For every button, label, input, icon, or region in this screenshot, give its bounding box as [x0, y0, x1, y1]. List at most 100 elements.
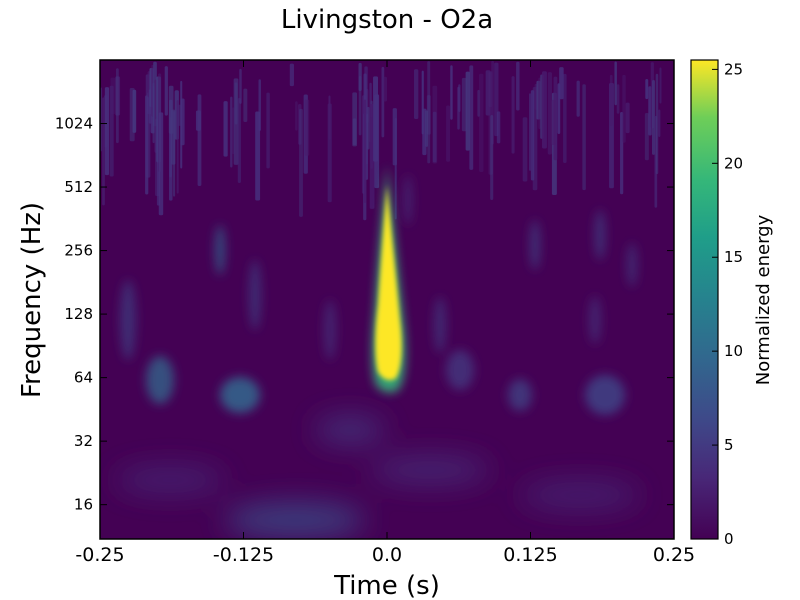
texture-streak	[465, 71, 470, 151]
x-tick-label: 0.0	[372, 544, 402, 566]
heatmap-blob	[120, 280, 136, 360]
texture-streak	[109, 85, 114, 177]
low-frequency-band	[115, 416, 640, 538]
texture-streak	[168, 85, 174, 134]
texture-streak	[132, 89, 137, 133]
y-tick-label: 256	[64, 242, 93, 260]
texture-streak	[496, 111, 501, 144]
x-axis: -0.25 -0.125 0.0 0.125 0.25	[75, 60, 695, 566]
texture-streak	[461, 77, 467, 132]
texture-streak	[528, 93, 532, 171]
texture-streak	[582, 84, 586, 191]
texture-streak	[223, 101, 228, 157]
texture-streak	[425, 110, 429, 147]
texture-streak	[655, 73, 659, 175]
y-tick-label: 32	[74, 432, 93, 450]
colorbar-tick-label: 5	[724, 436, 734, 454]
texture-streak	[266, 92, 270, 169]
texture-streak	[164, 66, 168, 116]
colorbar-tick-label: 10	[724, 342, 743, 360]
texture-streak	[658, 109, 661, 138]
colorbar-tick-label: 20	[724, 154, 743, 172]
chirp-signal	[372, 165, 406, 393]
colorbar-tick-label: 15	[724, 248, 743, 266]
texture-streak	[547, 72, 552, 155]
texture-streak	[230, 96, 233, 168]
texture-streak	[446, 105, 451, 162]
colorbar-ticks: 0 5 10 15 20 25	[712, 60, 743, 548]
texture-streak	[110, 77, 116, 115]
texture-streak	[243, 88, 248, 122]
texture-streak	[104, 87, 110, 176]
texture-streak	[363, 99, 367, 204]
texture-streak	[479, 73, 484, 173]
texture-streak	[450, 65, 453, 120]
texture-streak	[197, 94, 202, 187]
colorbar-label: Normalized energy	[753, 214, 774, 385]
texture-streak	[374, 94, 380, 189]
texture-streak	[659, 67, 662, 104]
texture-streak	[609, 74, 613, 126]
x-tick-label: 0.25	[653, 544, 695, 566]
y-tick-label: 1024	[55, 115, 93, 133]
colorbar-tick-label: 0	[724, 530, 734, 548]
texture-streak	[457, 86, 460, 130]
texture-streak	[538, 77, 541, 130]
heatmap-blob	[595, 210, 605, 260]
heatmap-blob	[446, 350, 474, 390]
texture-streak	[299, 108, 303, 217]
heatmap	[100, 60, 674, 539]
texture-streak	[644, 112, 649, 161]
heatmap-blob	[589, 296, 601, 344]
texture-streak	[295, 101, 298, 131]
heatmap-blob	[220, 377, 260, 413]
texture-streak	[432, 111, 437, 163]
heatmap-blob	[249, 260, 261, 330]
texture-streak	[490, 114, 494, 200]
texture-streak	[645, 78, 649, 100]
texture-streak	[237, 98, 241, 184]
texture-streak	[381, 66, 385, 138]
texture-streak	[530, 90, 535, 181]
texture-streak	[532, 86, 538, 191]
texture-streak	[255, 111, 261, 201]
chart-title: Livingston - O2a	[281, 5, 493, 35]
heatmap-blob	[315, 416, 385, 444]
heatmap-blob	[115, 466, 225, 494]
texture-streak	[542, 71, 547, 149]
texture-streak	[116, 68, 119, 144]
heatmap-blob	[324, 300, 336, 360]
y-tick-label: 16	[74, 496, 93, 514]
mid-frequency-blobs	[120, 175, 637, 415]
texture-streak	[352, 118, 357, 146]
texture-streak	[176, 100, 179, 194]
texture-streak	[102, 97, 105, 206]
texture-streak	[516, 61, 520, 111]
heatmap-texture	[100, 60, 662, 221]
texture-streak	[304, 99, 310, 156]
texture-streak	[622, 74, 626, 143]
y-tick-label: 64	[74, 369, 93, 387]
heatmap-blob	[146, 356, 174, 404]
heatmap-blob	[530, 220, 540, 270]
texture-streak	[234, 82, 238, 125]
texture-streak	[328, 95, 331, 140]
heatmap-blob	[434, 297, 446, 353]
texture-streak	[559, 67, 564, 100]
texture-streak	[180, 80, 183, 169]
texture-streak	[358, 75, 362, 136]
heatmap-blob	[404, 175, 412, 225]
texture-streak	[511, 76, 515, 154]
texture-streak	[651, 80, 655, 155]
texture-streak	[477, 89, 481, 117]
heatmap-blob	[508, 379, 532, 411]
x-tick-label: -0.125	[213, 544, 274, 566]
texture-streak	[383, 76, 388, 102]
texture-streak	[551, 99, 556, 145]
chirp-core	[375, 185, 402, 380]
y-axis: 16 32 64 128 256 512 1024	[55, 115, 674, 514]
y-tick-label: 512	[64, 178, 93, 196]
texture-streak	[414, 69, 419, 119]
texture-streak	[394, 117, 397, 220]
